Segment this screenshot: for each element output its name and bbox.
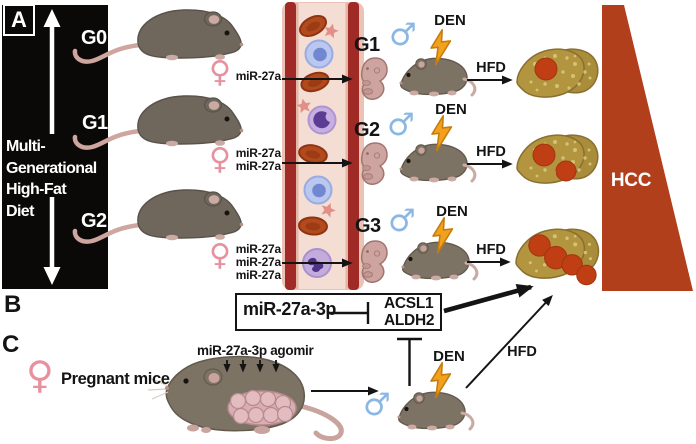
mir-label: miR-27a (235, 255, 281, 269)
blood-vessel-icon (282, 2, 364, 290)
panel-label-a: A (3, 4, 35, 36)
agomir-label: miR-27a-3p agomir (197, 343, 314, 358)
lymphocyte-icon (303, 175, 333, 205)
pregnant-mouse-icon (147, 355, 344, 442)
diet-line: Multi- (6, 138, 46, 155)
den-label-g3: DEN (436, 203, 468, 220)
liver-icon-g3 (515, 228, 600, 286)
flow-arrows (223, 74, 553, 396)
mir-label: miR-27a (235, 69, 281, 83)
target-genes-label: ACSL1 ALDH2 (384, 295, 435, 329)
mir-label-block-g2: miR-27a miR-27a (226, 147, 281, 173)
den-label-g2: DEN (435, 101, 467, 118)
diet-line: High-Fat (6, 181, 67, 198)
mir-label: miR-27a (235, 268, 281, 282)
generation-axis-arrow (43, 9, 61, 285)
pup-mouse-icon-g1 (398, 56, 477, 98)
mouse-tails (72, 42, 143, 244)
mir-label-block-g1: miR-27a (226, 70, 281, 83)
dam-generation-label-g0: G0 (81, 27, 107, 49)
pathway-to-hcc-arrow (443, 283, 534, 314)
hfd-label-offspring: HFD (507, 344, 537, 360)
hfd-label-g2: HFD (476, 144, 506, 160)
female-symbol-g1: ♀ (209, 142, 231, 177)
pup-mouse-icon-offspring (396, 390, 475, 432)
fetus-icon-g2 (360, 142, 388, 185)
hfd-arrow-offspring (465, 294, 553, 389)
male-symbol-g2: ♂ (387, 107, 415, 143)
hfd-label-g3: HFD (476, 242, 506, 258)
male-symbol-g3: ♂ (388, 203, 416, 239)
dam-generation-label-g1: G1 (82, 112, 108, 134)
mir-label: miR-27a (235, 146, 281, 160)
male-symbol-g1: ♂ (389, 17, 417, 53)
panel-label-c: C (2, 331, 20, 358)
mouse-icon-g2-dam (137, 189, 244, 242)
mir-label-block-g3: miR-27a miR-27a miR-27a (226, 243, 281, 282)
female-symbol-g2: ♀ (209, 238, 231, 273)
offspring-generation-label-g2: G2 (354, 119, 380, 141)
female-symbol-pregnant: ♀ (26, 353, 54, 397)
hcc-gradient-wedge (602, 5, 693, 291)
hfd-label-g1: HFD (476, 60, 506, 76)
den-label-g1: DEN (434, 12, 466, 29)
target-gene: ALDH2 (384, 311, 435, 329)
female-symbol-g0: ♀ (209, 55, 231, 90)
fetus-icon-g3 (360, 240, 388, 283)
target-gene: ACSL1 (384, 295, 434, 312)
liver-icon-g1 (516, 48, 599, 98)
panel-label-b: B (4, 291, 22, 318)
inhibition-lines (329, 302, 422, 386)
hcc-label: HCC (610, 170, 652, 191)
dam-generation-label-g2: G2 (81, 210, 107, 232)
diet-axis-label: Multi- Generational High-Fat Diet (6, 136, 110, 222)
diet-line: Generational (6, 159, 97, 177)
mir-label: miR-27a (235, 159, 281, 173)
fetus-icon-g1 (360, 57, 388, 100)
diet-line: Diet (6, 202, 34, 220)
monocyte-icon (307, 105, 337, 135)
mouse-icon-g0-dam (137, 9, 244, 61)
pathway-box (235, 293, 442, 331)
male-symbol-offspring: ♂ (363, 387, 391, 423)
offspring-generation-label-g3: G3 (355, 215, 381, 237)
offspring-generation-label-g1: G1 (354, 34, 380, 56)
lymphocyte-icon (304, 39, 334, 69)
mouse-icon-g1-dam (137, 95, 244, 148)
den-label-offspring: DEN (433, 348, 465, 365)
liver-icon-g2 (516, 134, 599, 184)
pregnant-mice-label: Pregnant mice (61, 370, 170, 388)
mir-label: miR-27a (235, 242, 281, 256)
mirna-label: miR-27a-3p (243, 299, 337, 319)
